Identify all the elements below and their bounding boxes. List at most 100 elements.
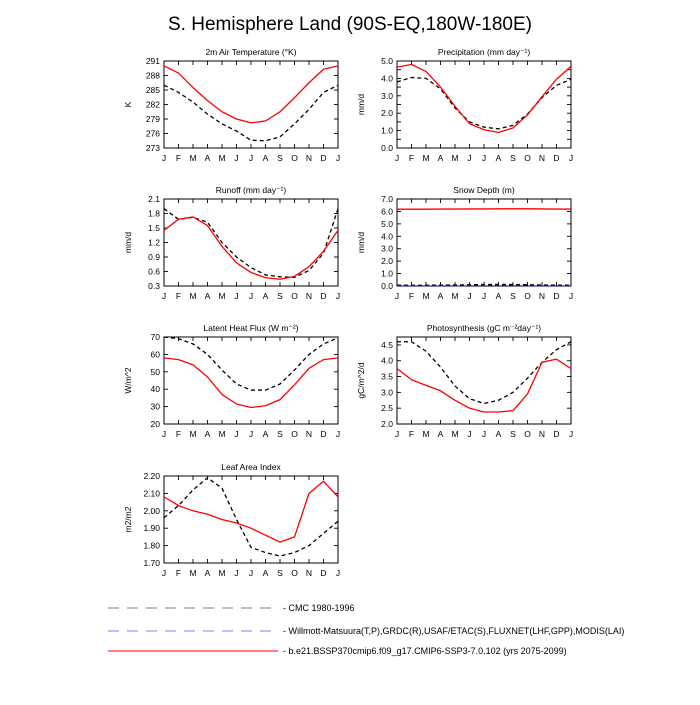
x-tick-label: A (438, 153, 444, 163)
x-tick-label: A (438, 291, 444, 301)
x-tick-label: J (467, 291, 471, 301)
x-tick-label: M (189, 153, 196, 163)
y-tick-label: 0.3 (148, 281, 160, 291)
x-tick-label: J (234, 568, 238, 578)
y-tick-label: 0.0 (381, 281, 393, 291)
x-tick-label: J (395, 291, 399, 301)
x-tick-label: O (291, 153, 298, 163)
plot-frame (397, 61, 571, 148)
x-tick-label: J (569, 429, 573, 439)
series-line-model (164, 481, 338, 542)
x-tick-label: D (320, 429, 326, 439)
x-tick-label: M (451, 429, 458, 439)
x-tick-label: O (524, 291, 531, 301)
x-tick-label: M (422, 291, 429, 301)
x-tick-label: N (539, 429, 545, 439)
x-tick-label: A (496, 291, 502, 301)
x-tick-label: A (263, 291, 269, 301)
x-tick-label: F (409, 153, 414, 163)
x-tick-label: J (569, 291, 573, 301)
x-tick-label: J (336, 153, 340, 163)
x-tick-label: M (451, 291, 458, 301)
panel-title: Photosynthesis (gC m⁻²day⁻¹) (427, 323, 541, 333)
y-tick-label: 276 (146, 129, 160, 139)
x-tick-label: S (510, 153, 516, 163)
x-tick-label: J (249, 153, 253, 163)
y-tick-label: 291 (146, 56, 160, 66)
series-line-obs (164, 209, 338, 278)
x-tick-label: F (176, 291, 181, 301)
y-tick-label: 2.0 (381, 419, 393, 429)
x-tick-label: F (409, 429, 414, 439)
x-tick-label: N (306, 568, 312, 578)
x-tick-label: F (176, 568, 181, 578)
x-tick-label: N (306, 153, 312, 163)
y-tick-label: 273 (146, 143, 160, 153)
y-tick-label: 1.8 (148, 209, 160, 219)
x-tick-label: J (249, 291, 253, 301)
y-tick-label: 40 (151, 384, 161, 394)
y-axis-label: K (123, 101, 133, 107)
x-tick-label: M (189, 429, 196, 439)
x-tick-label: M (218, 568, 225, 578)
y-axis-label: mm/d (356, 232, 366, 254)
figure-title: S. Hemisphere Land (90S-EQ,180W-180E) (168, 14, 532, 35)
x-tick-label: S (510, 429, 516, 439)
plot-frame (164, 61, 338, 148)
x-tick-label: J (249, 429, 253, 439)
x-tick-label: A (496, 153, 502, 163)
series-line-obs (397, 342, 571, 404)
panel-title: Latent Heat Flux (W m⁻²) (203, 323, 298, 333)
x-tick-label: J (395, 153, 399, 163)
panel-title: Leaf Area Index (221, 462, 281, 472)
y-tick-label: 3.5 (381, 372, 393, 382)
x-tick-label: J (234, 153, 238, 163)
x-tick-label: O (524, 153, 531, 163)
x-tick-label: J (249, 568, 253, 578)
x-tick-label: J (336, 568, 340, 578)
x-tick-label: J (569, 153, 573, 163)
legend-entry-0: - CMC 1980-1996 (108, 603, 355, 613)
legend-label: - b.e21.BSSP370cmip6.f09_g17.CMIP6-SSP3-… (283, 646, 567, 656)
y-tick-label: 3.0 (381, 91, 393, 101)
x-tick-label: J (234, 429, 238, 439)
legend-entry-1: - Willmott-Matsuura(T,P),GRDC(R),USAF/ET… (108, 626, 624, 636)
x-tick-label: A (438, 429, 444, 439)
x-tick-label: J (162, 429, 166, 439)
y-tick-label: 0.0 (381, 143, 393, 153)
y-tick-label: 4.0 (381, 73, 393, 83)
x-tick-label: M (218, 153, 225, 163)
x-tick-label: J (467, 429, 471, 439)
y-axis-label: mm/d (356, 94, 366, 116)
y-tick-label: 2.0 (381, 256, 393, 266)
y-tick-label: 1.90 (143, 523, 160, 533)
y-tick-label: 2.1 (148, 194, 160, 204)
y-tick-label: 4.5 (381, 340, 393, 350)
x-tick-label: D (320, 291, 326, 301)
y-tick-label: 2.5 (381, 403, 393, 413)
x-tick-label: D (320, 568, 326, 578)
y-tick-label: 6.0 (381, 206, 393, 216)
y-tick-label: 70 (151, 332, 161, 342)
x-tick-label: O (291, 568, 298, 578)
x-tick-label: J (482, 291, 486, 301)
x-tick-label: J (162, 153, 166, 163)
x-tick-label: J (234, 291, 238, 301)
x-tick-label: D (553, 291, 559, 301)
x-tick-label: M (218, 291, 225, 301)
x-tick-label: D (553, 429, 559, 439)
plot-frame (164, 337, 338, 424)
x-tick-label: M (189, 568, 196, 578)
y-tick-label: 20 (151, 419, 161, 429)
x-tick-label: S (277, 568, 283, 578)
x-tick-label: J (162, 568, 166, 578)
x-tick-label: F (176, 153, 181, 163)
x-tick-label: F (176, 429, 181, 439)
y-tick-label: 1.5 (148, 223, 160, 233)
